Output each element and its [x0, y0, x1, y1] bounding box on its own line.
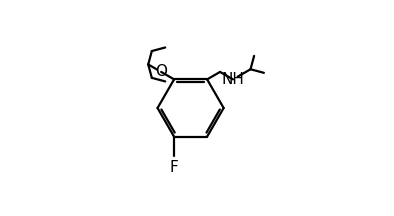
Text: O: O: [155, 64, 167, 79]
Text: NH: NH: [221, 72, 244, 87]
Text: F: F: [170, 160, 178, 175]
